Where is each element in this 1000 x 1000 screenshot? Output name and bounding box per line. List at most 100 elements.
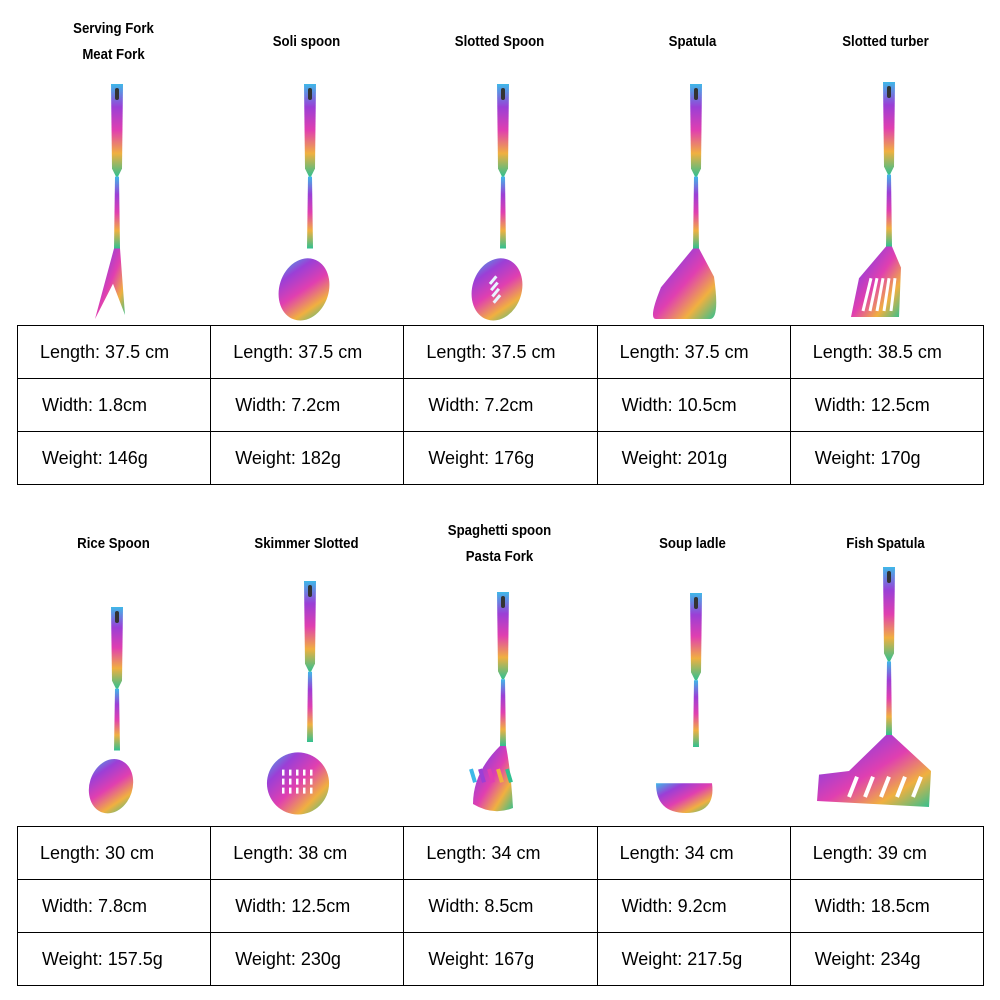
product-title: Spaghetti spoon Pasta Fork — [447, 522, 552, 565]
slot — [895, 776, 907, 798]
slot — [863, 776, 875, 798]
slot — [488, 275, 498, 285]
width-cell: Width: 7.2cm — [403, 378, 598, 432]
handle — [111, 84, 123, 177]
weight-cell: Weight: 201g — [596, 431, 791, 485]
handle — [304, 581, 316, 672]
slot — [879, 776, 891, 798]
product-title: Slotted Spoon — [454, 33, 545, 50]
weight-cell: Weight: 234g — [789, 932, 985, 986]
hole — [296, 787, 299, 794]
length-cell: Length: 37.5 cm — [403, 325, 598, 379]
weight-cell: Weight: 176g — [403, 431, 598, 485]
fork-tines — [95, 248, 125, 319]
length-cell: Length: 34 cm — [596, 826, 791, 880]
slot — [847, 776, 859, 798]
serving-fork-image — [95, 84, 125, 319]
product-title: Rice Spoon — [77, 535, 150, 552]
pasta-tooth — [487, 768, 495, 783]
weight-cell: Weight: 182g — [210, 431, 405, 485]
rice-spoon-image — [88, 607, 134, 814]
width-cell: Width: 1.8cm — [16, 378, 212, 432]
spoon-bowl — [471, 258, 523, 321]
product-title: Spatula — [668, 33, 717, 50]
slot — [491, 287, 501, 298]
hole — [289, 787, 292, 794]
stem — [114, 176, 120, 249]
product-group-2: Rice Spoon Skimmer Slotted Spaghetti spo… — [0, 500, 1000, 1000]
weight-cell: Weight: 230g — [210, 932, 405, 986]
length-cell: Length: 37.5 cm — [210, 325, 405, 379]
hole — [310, 778, 313, 785]
hang-hole — [308, 88, 312, 100]
hole — [289, 769, 292, 776]
length-cell: Length: 38.5 cm — [789, 325, 985, 379]
length-cell: Length: 37.5 cm — [596, 325, 791, 379]
width-cell: Width: 12.5cm — [789, 378, 985, 432]
product-title: Fish Spatula — [846, 535, 925, 552]
weight-cell: Weight: 217.5g — [596, 932, 791, 986]
length-cell: Length: 39 cm — [789, 826, 985, 880]
spoon-bowl — [88, 759, 134, 814]
hole — [303, 769, 306, 776]
weight-cell: Weight: 146g — [16, 431, 212, 485]
spatula-blade — [652, 248, 717, 319]
hang-hole — [887, 86, 891, 98]
handle — [690, 593, 702, 681]
handle — [690, 84, 702, 177]
slot — [911, 776, 923, 798]
slotted-turner-image — [851, 82, 901, 317]
width-cell: Width: 9.2cm — [596, 879, 791, 933]
fish-spatula-blade — [817, 735, 931, 807]
soup-ladle-image — [656, 593, 713, 813]
pasta-tooth — [469, 768, 477, 783]
product-title: Skimmer Slotted — [254, 535, 359, 552]
width-cell: Width: 8.5cm — [403, 879, 598, 933]
slot — [490, 281, 499, 292]
handle — [304, 84, 316, 177]
slot — [868, 277, 879, 312]
hole — [303, 778, 306, 785]
handle — [497, 84, 509, 177]
length-cell: Length: 34 cm — [403, 826, 598, 880]
stem — [500, 176, 506, 249]
slot — [882, 277, 891, 312]
hole — [289, 778, 292, 785]
solid-spoon-image — [278, 84, 330, 321]
product-title: Serving Fork Meat Fork — [73, 20, 154, 63]
width-cell: Width: 18.5cm — [789, 879, 985, 933]
specs-table-2: Length: 30 cm Length: 38 cm Length: 34 c… — [16, 826, 985, 986]
hang-hole — [115, 611, 119, 623]
hole — [296, 778, 299, 785]
hole — [282, 778, 285, 785]
stem — [500, 679, 506, 746]
stem — [886, 661, 892, 735]
length-cell: Length: 38 cm — [210, 826, 405, 880]
hang-hole — [115, 88, 119, 100]
hang-hole — [501, 596, 505, 608]
length-cell: Length: 30 cm — [16, 826, 212, 880]
handle — [883, 82, 895, 175]
stem — [693, 176, 699, 249]
width-cell: Width: 7.2cm — [210, 378, 405, 432]
hang-hole — [308, 585, 312, 597]
pasta-tooth — [478, 768, 486, 783]
fish-spatula-image — [817, 567, 931, 807]
slot — [861, 277, 873, 312]
product-title: Slotted turber — [842, 33, 929, 50]
hole — [303, 787, 306, 794]
spatula-image — [652, 84, 717, 319]
hole — [296, 769, 299, 776]
hole — [310, 787, 313, 794]
hang-hole — [694, 597, 698, 609]
width-cell: Width: 10.5cm — [596, 378, 791, 432]
width-cell: Width: 7.8cm — [16, 879, 212, 933]
handle — [111, 607, 123, 689]
stem — [307, 671, 313, 742]
hole — [282, 787, 285, 794]
hang-hole — [694, 88, 698, 100]
slot — [889, 278, 897, 312]
slot — [875, 277, 885, 312]
stem — [114, 688, 120, 751]
hole — [282, 769, 285, 776]
